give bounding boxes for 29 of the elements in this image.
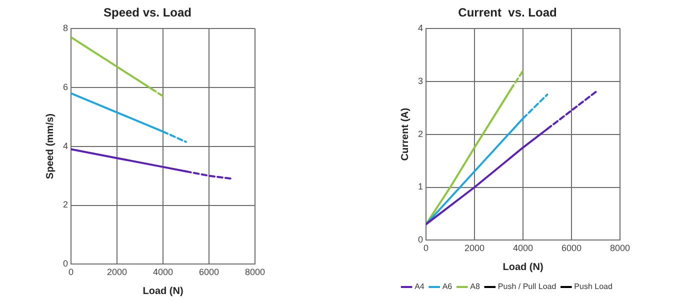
legend-label: A8: [470, 282, 480, 292]
y-tick-label: 6: [62, 82, 68, 92]
legend-label: Push / Pull Load: [498, 282, 556, 292]
chart-title: Speed vs. Load: [103, 6, 192, 20]
x-axis-title: Load (N): [142, 286, 184, 297]
chart-title: Current vs. Load: [458, 6, 557, 20]
y-tick-label: 2: [62, 200, 68, 210]
x-tick-label: 2000: [106, 267, 128, 278]
y-tick-label: 4: [62, 140, 68, 151]
y-tick-label: 0: [62, 258, 68, 269]
y-tick-label: 2: [418, 128, 424, 139]
y-tick-label: 1: [418, 182, 424, 192]
y-tick-label: 4: [418, 22, 424, 33]
legend-label: A6: [442, 282, 453, 292]
x-tick-label: 8000: [610, 243, 630, 254]
y-tick-label: 8: [62, 22, 68, 33]
legend-label: Push Load: [574, 282, 612, 292]
x-tick-label: 4000: [152, 267, 174, 278]
y-axis-title: Current (A): [400, 108, 411, 161]
x-tick-label: 2000: [464, 243, 485, 254]
x-tick-label: 8000: [244, 267, 266, 278]
y-tick-label: 0: [418, 234, 424, 245]
x-axis-title: Load (N): [502, 262, 544, 273]
y-axis-title: Speed (mm/s): [44, 114, 56, 180]
x-tick-label: 6000: [561, 243, 582, 254]
x-tick-label: 4000: [512, 243, 534, 254]
y-tick-label: 3: [418, 76, 424, 86]
x-tick-label: 6000: [198, 267, 220, 278]
legend-label: A4: [414, 282, 425, 292]
